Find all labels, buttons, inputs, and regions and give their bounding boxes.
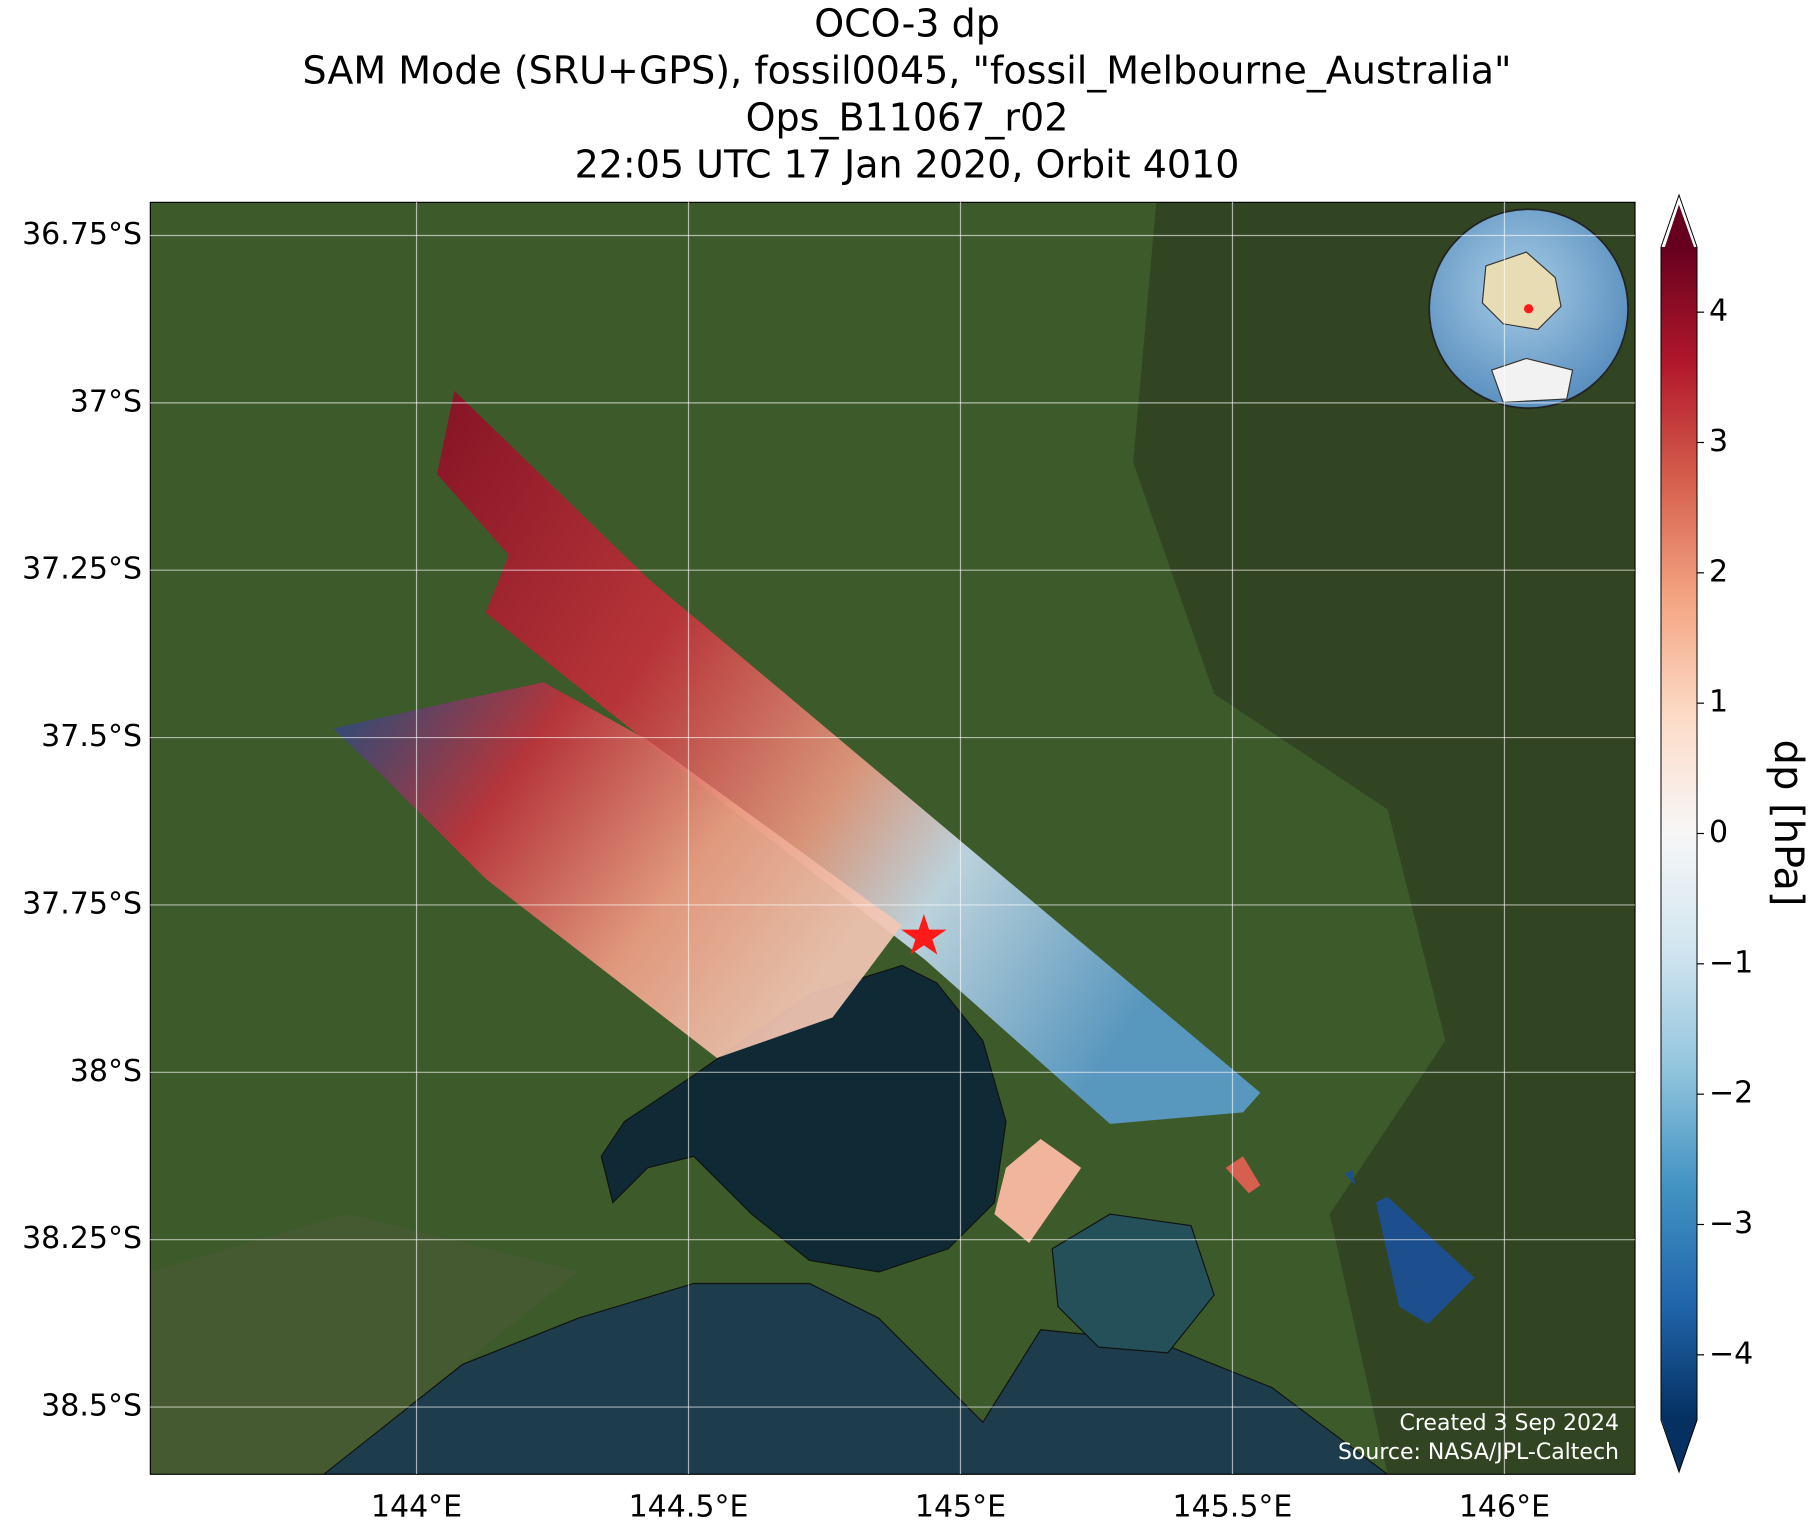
- chart-title: OCO-3 dp: [814, 2, 1000, 46]
- colorbar-tick-label: 3: [1709, 424, 1728, 459]
- colorbar-tick-label: −3: [1709, 1206, 1753, 1241]
- port-phillip-bay: [600, 964, 1007, 1273]
- chart-title: 22:05 UTC 17 Jan 2020, Orbit 4010: [575, 143, 1240, 187]
- colorbar-tick-label: −2: [1709, 1076, 1753, 1111]
- swath-fragment: [994, 1138, 1082, 1244]
- plain: [150, 1214, 579, 1475]
- swath-fragment: [1225, 1156, 1261, 1194]
- colorbar-extend-max: [1661, 204, 1698, 257]
- x-tick-label: 144.5°E: [629, 1490, 749, 1525]
- x-tick-label: 146°E: [1459, 1490, 1550, 1525]
- hills: [1133, 202, 1636, 1475]
- colorbar-tick-label: 1: [1709, 685, 1728, 720]
- swath-south: [333, 682, 902, 1059]
- annotation: Source: NASA/JPL-Caltech: [1338, 1440, 1619, 1465]
- x-tick-label: 145.5°E: [1173, 1490, 1293, 1525]
- y-tick-label: 37°S: [70, 384, 142, 419]
- colorbar: [1661, 247, 1697, 1420]
- swath-fragment: [1375, 1196, 1475, 1324]
- inset-marker: [1524, 304, 1534, 314]
- inset-australia: [1481, 251, 1562, 331]
- colorbar-tick-label: −1: [1709, 945, 1753, 980]
- y-tick-label: 37.25°S: [22, 552, 142, 587]
- colorbar-tick-label: 4: [1709, 294, 1728, 329]
- map-layout: [149, 201, 1698, 1475]
- ocean: [322, 1282, 1389, 1475]
- swath-fragment: [1344, 1170, 1356, 1186]
- colorbar-tick-label: 2: [1709, 554, 1728, 589]
- chart-title: SAM Mode (SRU+GPS), fossil0045, "fossil_…: [303, 49, 1512, 93]
- y-tick-label: 38°S: [70, 1054, 142, 1089]
- annotation: Created 3 Sep 2024: [1400, 1411, 1620, 1436]
- inset-antarctica: [1490, 357, 1574, 403]
- colorbar-extend-min: [1661, 1419, 1698, 1472]
- swath-north: [437, 390, 1261, 1124]
- x-tick-label: 145°E: [915, 1490, 1006, 1525]
- y-tick-label: 38.5°S: [41, 1389, 142, 1424]
- y-tick-label: 38.25°S: [22, 1221, 142, 1256]
- chart-title: Ops_B11067_r02: [746, 96, 1069, 140]
- colorbar-label: dp [hPa]: [1765, 740, 1811, 907]
- western-port: [1051, 1213, 1215, 1354]
- y-tick-label: 36.75°S: [22, 217, 142, 252]
- colorbar-tick-label: 0: [1709, 815, 1728, 850]
- y-tick-label: 37.75°S: [22, 886, 142, 921]
- y-tick-label: 37.5°S: [41, 719, 142, 754]
- x-tick-label: 144°E: [371, 1490, 462, 1525]
- colorbar-tick-label: −4: [1709, 1336, 1753, 1371]
- map-frame: [149, 201, 1636, 1475]
- site-marker: [901, 914, 947, 955]
- colorbar-outline: [1660, 193, 1698, 1474]
